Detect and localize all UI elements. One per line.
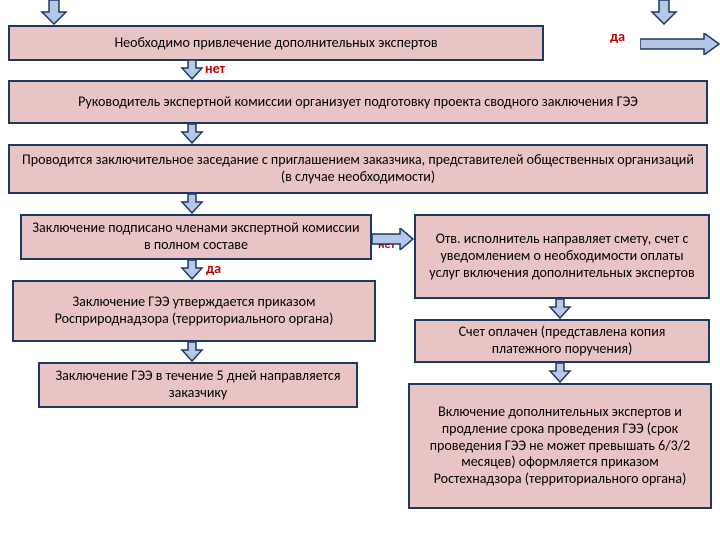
box-sent-5-days: Заключение ГЭЭ в течение 5 дней направля… [38,362,358,408]
box-signed-full: Заключение подписано членами экспертной … [20,214,372,260]
arrow-b2-b3 [180,124,204,144]
arrow-b5-b6 [180,342,204,362]
box-text: Заключение ГЭЭ утверждается приказом Рос… [22,294,366,328]
arrow-b3-b4 [180,194,204,214]
box-commission-lead: Руководитель экспертной комиссии организ… [8,80,708,124]
arrow-b8-b9 [548,363,572,383]
arrow-b7-b8 [548,299,572,319]
box-estimate-sent: Отв. исполнитель направляет смету, счет … [414,214,710,299]
arrow-right-yes [640,33,720,55]
box-text: Заключение подписано членами экспертной … [30,220,362,254]
arrow-b1-b2 [180,60,204,80]
box-text: Руководитель экспертной комиссии организ… [78,94,638,111]
arrow-b4-b7 [372,228,414,250]
box-final-meeting: Проводится заключительное заседание с пр… [8,144,708,194]
box-invoice-paid: Счет оплачен (представлена копия платежн… [414,319,710,363]
box-text: Заключение ГЭЭ в течение 5 дней направля… [48,368,348,402]
box-experts-needed: Необходимо привлечение дополнительных эк… [8,25,544,61]
box-text: Счет оплачен (представлена копия платежн… [424,324,700,358]
box-text: Отв. исполнитель направляет смету, счет … [424,231,700,281]
arrow-b4-b5 [180,260,204,280]
arrow-top-right [650,0,678,25]
box-text: Включение дополнительных экспертов и про… [418,404,702,488]
arrow-top-left [40,0,68,25]
label-yes-1: да [610,28,625,45]
box-text: Проводится заключительное заседание с пр… [18,152,698,186]
label-no-1: нет [205,60,225,77]
box-extend-experts: Включение дополнительных экспертов и про… [408,383,712,509]
label-yes-2: да [206,260,221,277]
box-text: Необходимо привлечение дополнительных эк… [114,35,437,52]
box-approved-order: Заключение ГЭЭ утверждается приказом Рос… [12,280,376,342]
